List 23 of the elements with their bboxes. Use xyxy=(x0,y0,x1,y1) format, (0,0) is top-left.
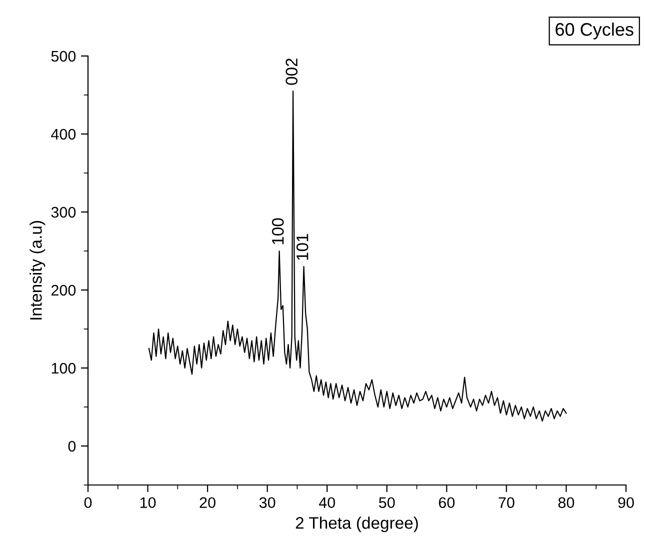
y-tick-label: 200 xyxy=(51,284,76,296)
x-tick-label: 0 xyxy=(84,497,92,508)
y-tick-label: 0 xyxy=(68,440,76,452)
x-tick-label: 40 xyxy=(318,497,336,508)
y-tick-label: 400 xyxy=(51,128,76,140)
annotation: 101 xyxy=(296,234,308,260)
line-series xyxy=(148,90,567,422)
y-tick-label: 100 xyxy=(52,362,76,374)
x-tick-label: 20 xyxy=(200,497,216,508)
x-tick-label: 10 xyxy=(140,497,156,508)
x-tick-label: 30 xyxy=(259,497,276,508)
x-tick-label: 60 xyxy=(438,497,455,508)
annotation: 100 xyxy=(272,218,284,244)
annotation: 002 xyxy=(286,58,298,85)
text: 60 Cycles xyxy=(556,22,634,40)
y-tick-label: 300 xyxy=(51,206,76,218)
x-tick-label: 90 xyxy=(618,497,634,508)
x-tick-label: 50 xyxy=(379,497,395,508)
y-axis-title: Intensity (a.u) xyxy=(30,221,46,320)
x-tick-label: 70 xyxy=(498,497,514,508)
x-tick-label: 80 xyxy=(558,497,574,508)
y-tick-label: 500 xyxy=(51,50,76,62)
x-axis-title: 2 Theta (degree) xyxy=(296,516,418,532)
